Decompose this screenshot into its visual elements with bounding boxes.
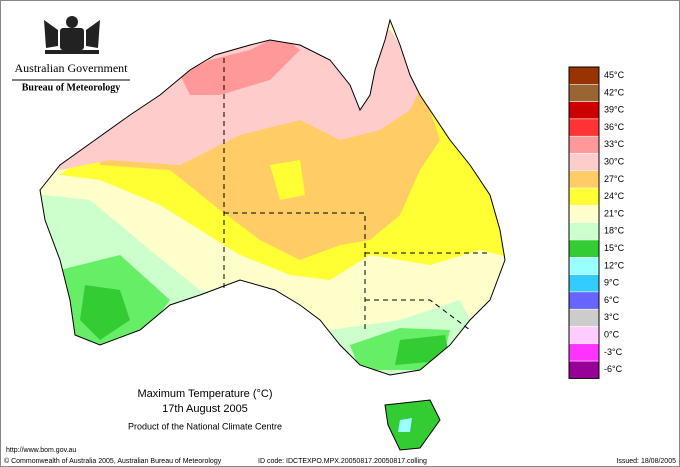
legend-label: 27°C (604, 174, 625, 184)
legend-label: -6°C (604, 364, 623, 374)
product-note: Product of the National Climate Centre (128, 421, 282, 431)
legend-swatch (568, 257, 600, 275)
legend-label: 9°C (604, 278, 620, 288)
legend-swatch (568, 360, 600, 379)
legend-label: 39°C (604, 105, 625, 115)
map-title: Maximum Temperature (°C) (137, 388, 272, 400)
legend-swatch (568, 153, 600, 172)
legend-label: 33°C (604, 139, 625, 149)
bureau: Bureau of Meteorology (22, 82, 121, 93)
legend-swatch (568, 205, 600, 223)
legend-label: 12°C (604, 260, 625, 270)
legend-swatch (568, 291, 600, 310)
government: Australian Government (15, 61, 129, 75)
legend-swatch (568, 135, 600, 154)
legend-label: 45°C (604, 70, 625, 80)
legend-swatch (568, 118, 600, 137)
legend-swatch (568, 274, 600, 293)
id-code: ID code: IDCTEXPO.MPX.20050817.20050817.… (258, 458, 427, 465)
legend-label: 3°C (604, 312, 620, 322)
state-borders (223, 58, 490, 331)
map-date: 17th August 2005 (162, 403, 248, 415)
legend-label: 30°C (604, 157, 625, 167)
legend-label: 36°C (604, 122, 625, 132)
legend-border (568, 66, 600, 379)
legend-label: 6°C (604, 295, 620, 305)
legend-swatch (568, 66, 600, 85)
coastline (39, 18, 506, 376)
legend-swatch (568, 187, 600, 206)
legend-swatch (568, 101, 600, 120)
legend-swatch (568, 170, 600, 189)
legend-label: 21°C (604, 208, 625, 218)
legend-label: -3°C (604, 347, 623, 357)
url[interactable]: http://www.bom.gov.au (6, 447, 76, 454)
tasmania-cold (398, 418, 412, 432)
legend-label: 42°C (604, 87, 625, 97)
copyright: © Commonwealth of Australia 2005, Austra… (4, 457, 222, 465)
legend-swatch (568, 326, 600, 345)
legend-swatch (568, 239, 600, 258)
issued: Issued: 18/08/2005 (616, 458, 676, 465)
legend-label: 24°C (604, 191, 625, 201)
tasmania (384, 399, 441, 451)
legend-label: 18°C (604, 226, 625, 236)
legend-label: 0°C (604, 330, 620, 340)
legend-swatch (568, 308, 600, 327)
legend-label: 15°C (604, 243, 625, 253)
legend-swatch (568, 343, 600, 362)
crest (44, 16, 100, 54)
legend-swatch (568, 84, 600, 102)
legend-swatch (568, 222, 600, 241)
legend: 45°C 42°C 39°C 36°C 33°C 30°C 27°C 24°C 21°C 18°C… (568, 66, 625, 379)
